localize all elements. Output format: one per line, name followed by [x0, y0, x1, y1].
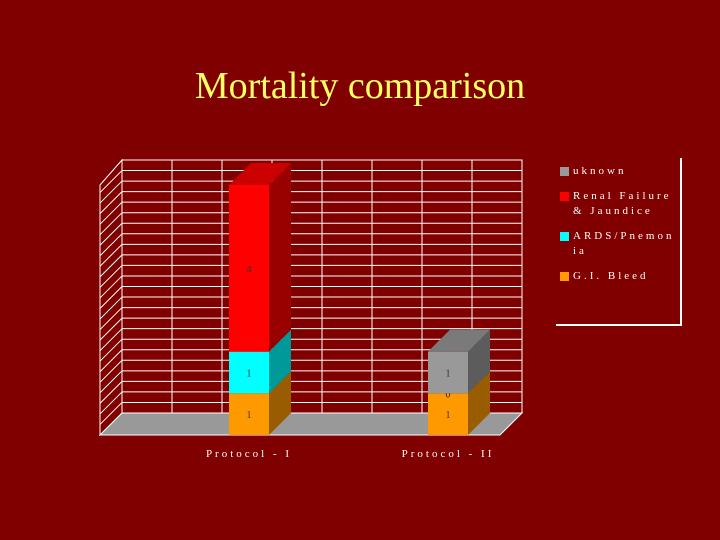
- grid-pattern: [99, 349, 123, 373]
- grid-pattern: [99, 286, 123, 309]
- bar-front: [229, 185, 269, 352]
- legend-swatch: [560, 272, 569, 281]
- grid-pattern: [99, 201, 123, 225]
- data-label: 1: [247, 369, 252, 380]
- grid-pattern: [99, 275, 123, 299]
- x-tick-label: Protocol - I: [206, 448, 292, 460]
- legend-swatch: [560, 167, 569, 176]
- back-wall: [98, 158, 524, 437]
- bar-front: [229, 393, 269, 435]
- grid-pattern: [99, 359, 123, 383]
- legend-swatch: [560, 232, 569, 241]
- grid-pattern: [99, 243, 123, 267]
- grid-pattern: [99, 402, 123, 425]
- grid-pattern: [99, 328, 123, 352]
- grid-pattern: [99, 391, 123, 415]
- legend-item: G.I. Bleed: [560, 269, 676, 284]
- grid-pattern: [99, 222, 123, 246]
- bar-front: [229, 351, 269, 394]
- legend: uknown Renal Failure & Jaundice ARDS/Pnemo…: [556, 158, 682, 326]
- grid-pattern: [99, 212, 123, 236]
- bar-side: [269, 329, 291, 394]
- grid-pattern: [99, 233, 123, 257]
- bar-segment: 0: [446, 371, 490, 400]
- bar-segment: 1: [229, 371, 291, 435]
- bar-segment: 1: [428, 371, 490, 435]
- bar-segment: 4: [229, 163, 291, 352]
- bar-segment: 1: [428, 329, 490, 394]
- legend-item: ARDS/Pnemonia: [560, 229, 676, 259]
- grid-pattern: [99, 381, 123, 404]
- data-label: 1: [446, 410, 451, 421]
- legend-label: Renal Failure & Jaundice: [573, 190, 672, 217]
- x-tick-label: Protocol - II: [402, 448, 495, 460]
- data-label: 4: [247, 264, 252, 275]
- bar-front: [428, 351, 468, 394]
- data-label: 0: [446, 389, 451, 400]
- grid-pattern: [99, 307, 123, 330]
- bar-segment: 0: [446, 371, 490, 400]
- data-label: 0: [446, 389, 451, 400]
- bar-side: [269, 371, 291, 435]
- grid-pattern: [99, 180, 123, 204]
- legend-swatch: [560, 192, 569, 201]
- legend-label: ARDS/Pnemonia: [573, 230, 675, 257]
- legend-label: G.I. Bleed: [573, 270, 649, 282]
- grid-pattern: [99, 191, 123, 214]
- bar-side: [269, 163, 291, 352]
- grid-pattern: [99, 317, 123, 341]
- bar-side: [468, 371, 490, 435]
- bar-front: [428, 393, 468, 435]
- grid-pattern: [99, 265, 123, 288]
- grid-pattern: [99, 170, 123, 193]
- legend-item: Renal Failure & Jaundice: [560, 189, 676, 219]
- grid-pattern: [99, 296, 123, 320]
- data-label: 1: [247, 410, 252, 421]
- grid-pattern: [99, 370, 123, 394]
- data-label: 1: [446, 369, 451, 380]
- chart-title: Mortality comparison: [195, 65, 525, 107]
- legend-item: uknown: [560, 164, 676, 179]
- bar-side: [468, 329, 490, 394]
- bar-top: [428, 329, 490, 352]
- grid-pattern: [99, 338, 123, 362]
- bar-top: [229, 163, 291, 185]
- legend-label: uknown: [573, 165, 627, 177]
- grid-pattern: [99, 254, 123, 278]
- bar-segment: 1: [229, 329, 291, 394]
